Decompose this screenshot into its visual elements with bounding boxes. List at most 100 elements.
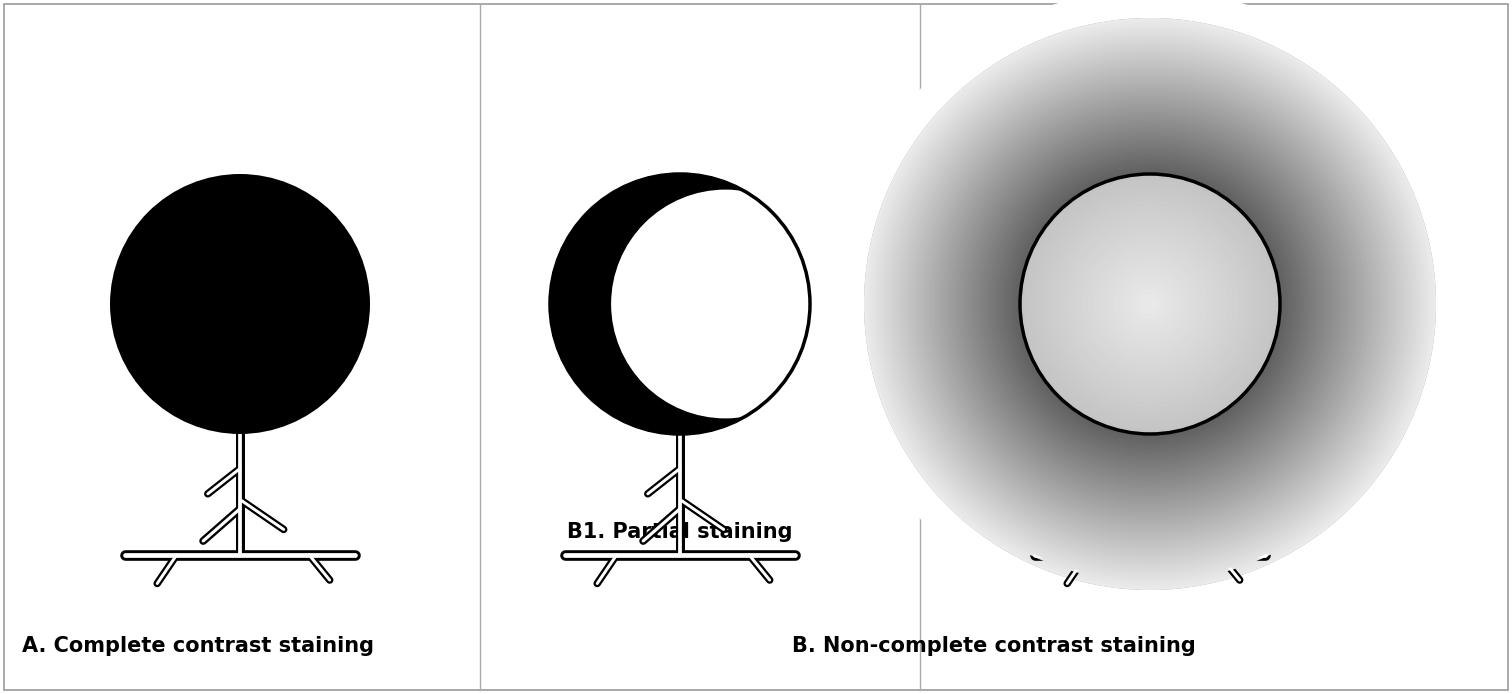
Circle shape	[898, 52, 1402, 556]
Circle shape	[1004, 158, 1296, 450]
Circle shape	[956, 109, 1346, 499]
Circle shape	[880, 33, 1420, 575]
Circle shape	[1007, 161, 1293, 447]
Circle shape	[874, 28, 1426, 579]
Circle shape	[971, 125, 1329, 484]
Circle shape	[909, 62, 1393, 545]
Circle shape	[947, 101, 1353, 507]
Circle shape	[1036, 189, 1264, 418]
Circle shape	[984, 137, 1317, 471]
Circle shape	[934, 88, 1365, 520]
Circle shape	[957, 112, 1343, 496]
Circle shape	[863, 18, 1436, 590]
Circle shape	[1012, 166, 1288, 442]
Circle shape	[1002, 155, 1299, 452]
Circle shape	[1145, 299, 1155, 310]
Circle shape	[1067, 221, 1234, 387]
Circle shape	[1057, 210, 1243, 398]
Circle shape	[989, 143, 1311, 465]
Circle shape	[1083, 237, 1217, 371]
Circle shape	[986, 140, 1314, 468]
Circle shape	[921, 75, 1379, 533]
Circle shape	[1087, 242, 1213, 366]
Circle shape	[993, 148, 1306, 460]
Circle shape	[901, 54, 1400, 554]
Circle shape	[971, 125, 1329, 484]
Circle shape	[950, 104, 1350, 505]
Circle shape	[910, 65, 1390, 543]
Circle shape	[906, 60, 1394, 548]
Circle shape	[937, 91, 1364, 517]
Circle shape	[1007, 161, 1293, 447]
Circle shape	[895, 49, 1405, 559]
Circle shape	[921, 75, 1379, 533]
Circle shape	[1030, 185, 1270, 423]
Circle shape	[981, 135, 1318, 473]
Circle shape	[1119, 273, 1181, 335]
Circle shape	[1012, 166, 1288, 442]
Circle shape	[891, 44, 1411, 564]
Circle shape	[869, 23, 1430, 585]
Circle shape	[945, 99, 1355, 509]
Circle shape	[877, 31, 1423, 577]
Circle shape	[550, 174, 810, 434]
Circle shape	[1123, 278, 1176, 330]
Circle shape	[1093, 247, 1207, 361]
Text: A. Complete contrast staining: A. Complete contrast staining	[23, 636, 373, 656]
Circle shape	[1098, 252, 1202, 356]
Circle shape	[866, 21, 1433, 587]
Circle shape	[942, 96, 1358, 512]
Circle shape	[947, 101, 1353, 507]
Circle shape	[927, 81, 1373, 527]
Circle shape	[906, 60, 1394, 548]
Circle shape	[550, 174, 810, 434]
Circle shape	[978, 133, 1321, 475]
Circle shape	[872, 26, 1429, 582]
Circle shape	[963, 117, 1337, 491]
Circle shape	[1051, 205, 1249, 403]
Circle shape	[1077, 231, 1223, 377]
Circle shape	[945, 99, 1355, 509]
Circle shape	[1004, 158, 1296, 450]
Circle shape	[974, 127, 1328, 481]
Circle shape	[1002, 155, 1299, 452]
Circle shape	[1129, 283, 1170, 325]
Circle shape	[895, 49, 1405, 559]
Circle shape	[934, 88, 1365, 520]
Circle shape	[965, 119, 1335, 489]
Circle shape	[956, 109, 1346, 499]
Circle shape	[927, 81, 1373, 527]
Circle shape	[888, 42, 1412, 566]
Circle shape	[939, 94, 1361, 514]
Circle shape	[880, 33, 1420, 575]
Circle shape	[913, 67, 1387, 541]
Circle shape	[866, 21, 1433, 587]
Circle shape	[975, 130, 1325, 478]
Circle shape	[963, 117, 1337, 491]
Circle shape	[924, 78, 1376, 530]
Circle shape	[968, 122, 1332, 486]
Circle shape	[975, 130, 1325, 478]
Circle shape	[968, 122, 1332, 486]
Circle shape	[1108, 262, 1191, 346]
Circle shape	[1040, 195, 1259, 413]
Circle shape	[1025, 179, 1275, 429]
Circle shape	[1114, 268, 1187, 340]
Circle shape	[957, 112, 1343, 496]
Circle shape	[1018, 171, 1282, 437]
Circle shape	[110, 174, 370, 434]
Circle shape	[881, 36, 1418, 572]
Circle shape	[928, 83, 1371, 525]
Circle shape	[916, 70, 1383, 538]
Circle shape	[928, 83, 1371, 525]
Circle shape	[863, 18, 1436, 590]
Circle shape	[913, 67, 1387, 541]
Circle shape	[931, 85, 1368, 523]
Text: B. Non-complete contrast staining: B. Non-complete contrast staining	[792, 636, 1196, 656]
Circle shape	[836, 0, 1465, 618]
Circle shape	[1104, 257, 1198, 350]
Circle shape	[898, 52, 1402, 556]
Circle shape	[885, 39, 1415, 569]
Circle shape	[1072, 226, 1228, 382]
Circle shape	[885, 39, 1415, 569]
